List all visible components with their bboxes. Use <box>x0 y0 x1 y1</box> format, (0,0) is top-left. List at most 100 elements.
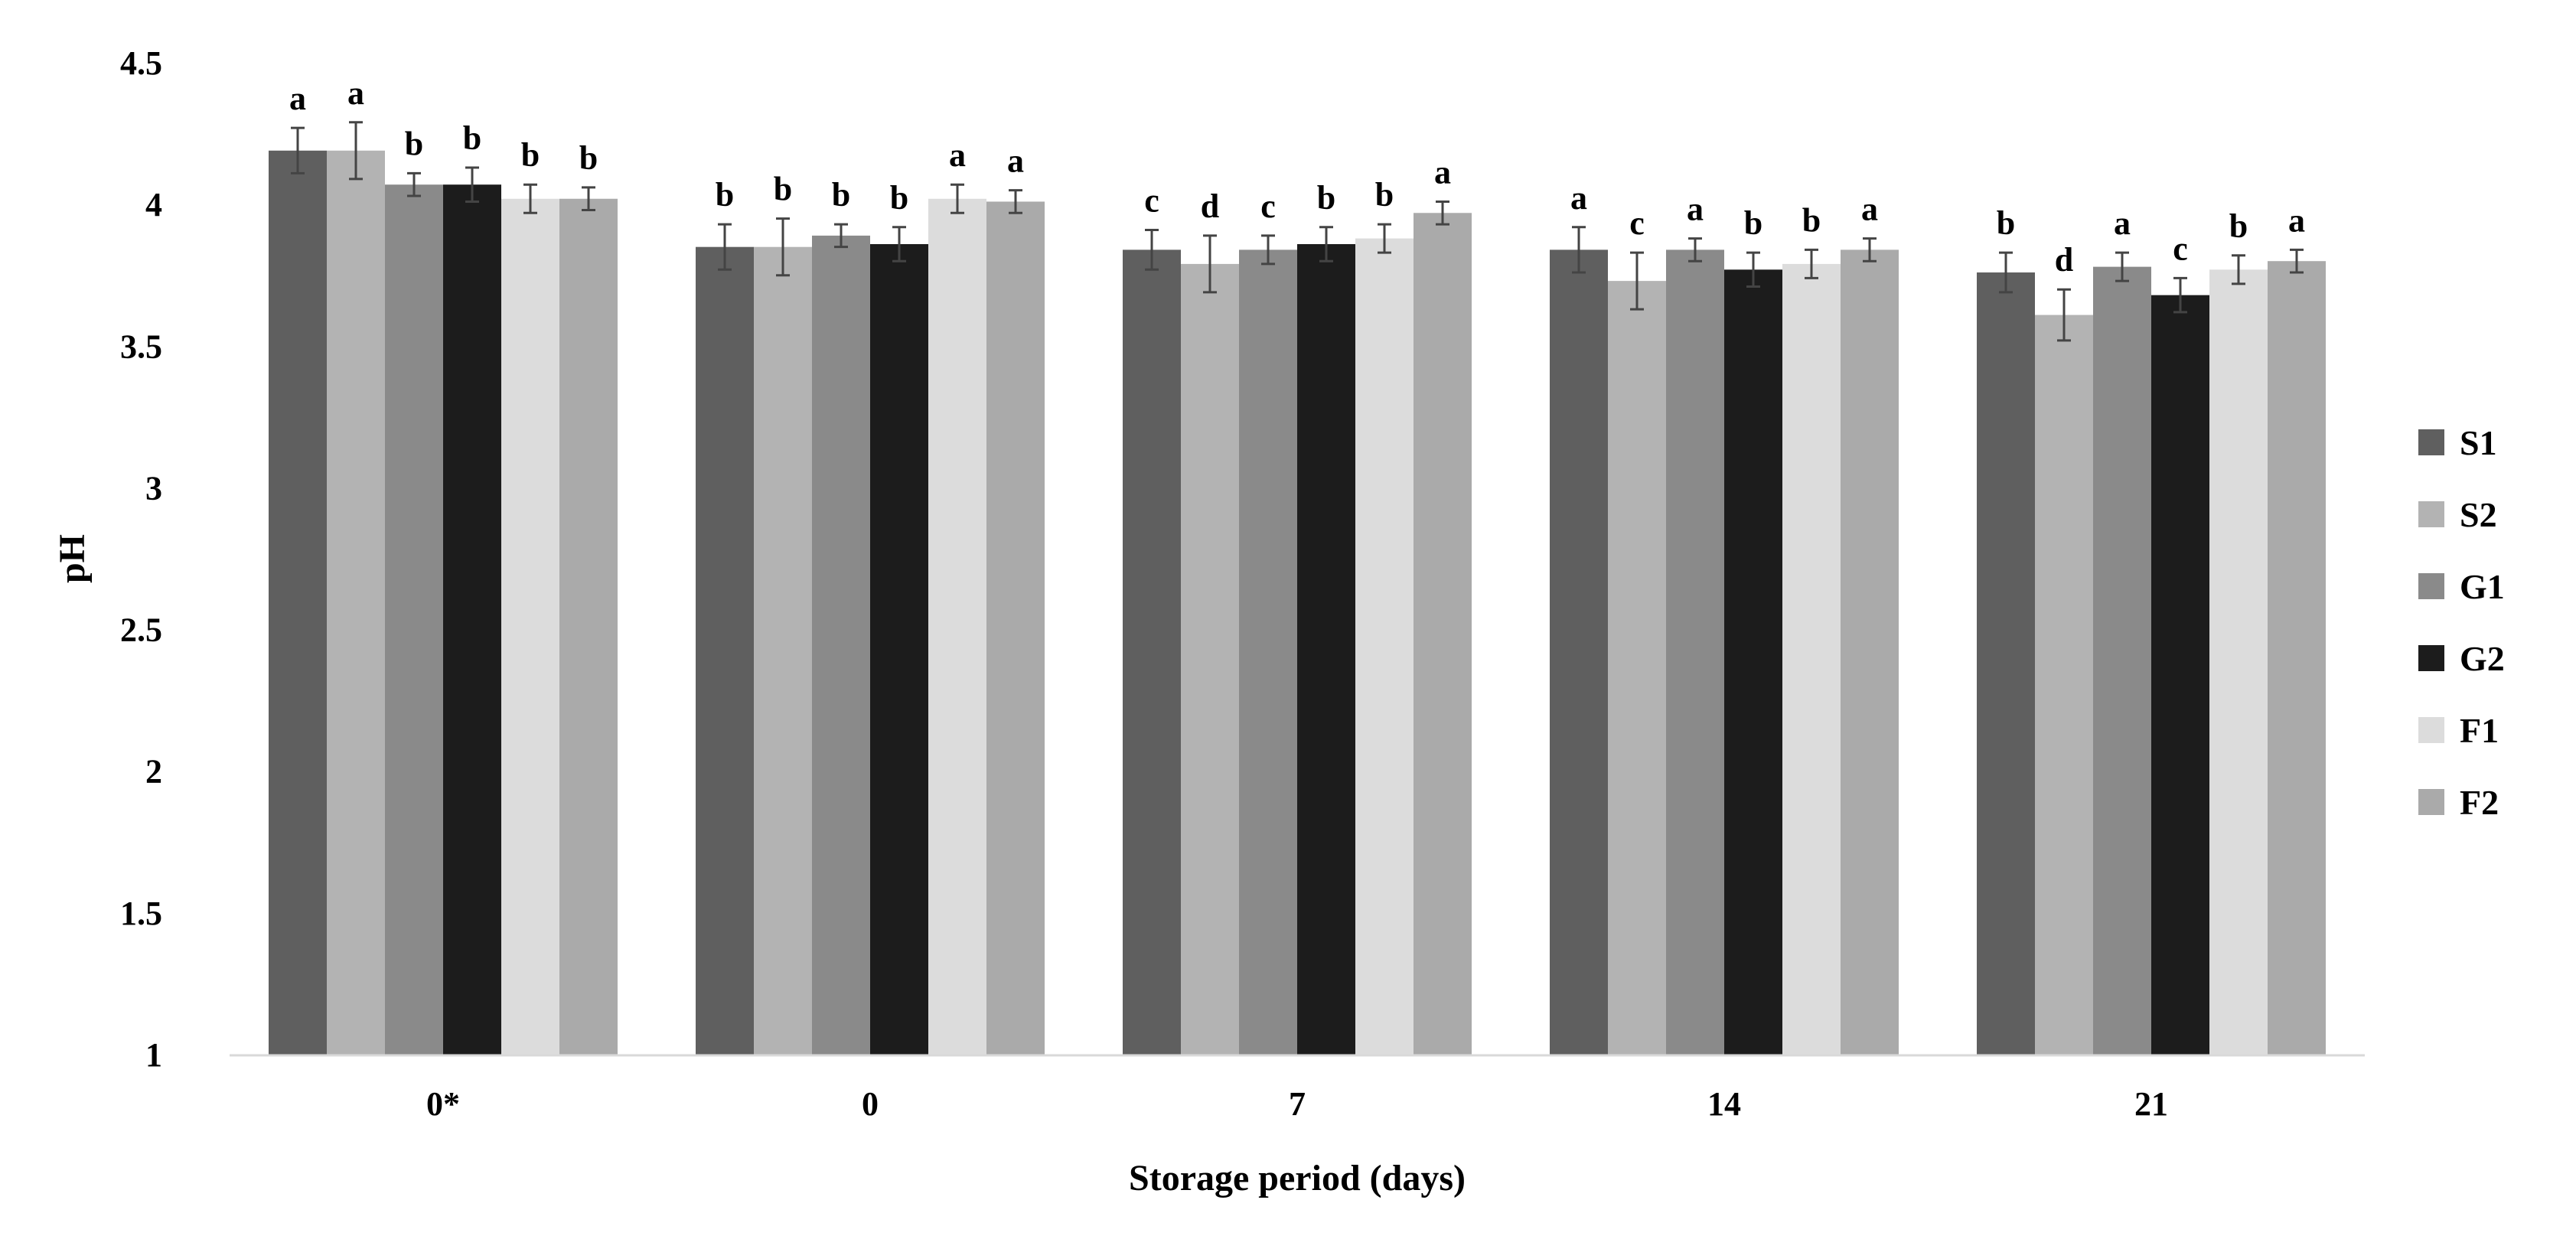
bar-s1 <box>1977 272 2035 1055</box>
legend-label: G2 <box>2460 639 2505 678</box>
x-axis-ticks: 0* 0 7 14 21 <box>426 1085 2168 1123</box>
bar-g2 <box>870 243 928 1055</box>
y-axis-title: pH <box>52 534 93 583</box>
x-tick-label: 7 <box>1289 1085 1306 1123</box>
bar-g1 <box>1666 249 1724 1055</box>
y-tick-label: 2 <box>145 753 162 791</box>
error-bar <box>1261 234 1275 266</box>
significance-letter: b <box>463 119 481 157</box>
error-bar <box>1999 251 2013 294</box>
bar-f2 <box>986 201 1045 1055</box>
significance-letter: a <box>1007 142 1024 180</box>
bar-s1 <box>269 150 327 1055</box>
bar-g1 <box>385 184 443 1055</box>
error-bar <box>1688 237 1702 262</box>
significance-letter: a <box>1861 191 1878 228</box>
error-bar <box>2057 288 2071 342</box>
significance-letter: a <box>1434 153 1451 191</box>
significance-letters: a a b b b b b b b b a a c d c b b a a c a b b a b d a c b a <box>289 74 2305 279</box>
error-bar <box>1203 234 1217 294</box>
significance-letter: b <box>1375 176 1394 214</box>
error-bar <box>1378 223 1391 254</box>
y-tick-label: 2.5 <box>120 611 162 649</box>
significance-letter: b <box>716 176 734 214</box>
error-bar <box>465 166 479 203</box>
legend-label: G1 <box>2460 567 2505 606</box>
legend-label: F2 <box>2460 783 2499 822</box>
x-axis-title: Storage period (days) <box>1129 1158 1466 1198</box>
error-bar <box>776 217 790 277</box>
legend-swatch <box>2418 645 2444 671</box>
significance-letter: c <box>1260 187 1276 225</box>
error-bar <box>1863 237 1877 262</box>
significance-letter: b <box>890 179 908 217</box>
legend-item-g1: G1 <box>2418 567 2505 606</box>
legend-swatch <box>2418 789 2444 815</box>
significance-letter: b <box>1317 179 1335 217</box>
bar-g1 <box>2093 266 2151 1055</box>
legend-swatch <box>2418 573 2444 599</box>
significance-letter: a <box>2114 204 2131 242</box>
error-bar <box>1145 228 1159 271</box>
bar-g1 <box>1239 249 1297 1055</box>
error-bar <box>582 186 595 212</box>
significance-letter: b <box>405 125 423 162</box>
error-bar <box>718 223 732 271</box>
legend-item-g2: G2 <box>2418 639 2505 678</box>
y-tick-label: 3 <box>145 469 162 507</box>
bar-s2 <box>2035 315 2093 1055</box>
bar-f1 <box>1355 238 1414 1055</box>
significance-letter: b <box>774 171 792 208</box>
error-bar <box>2173 276 2187 314</box>
bar-s2 <box>1608 281 1666 1055</box>
significance-letter: a <box>289 80 306 117</box>
legend-label: S2 <box>2460 495 2497 534</box>
bar-g2 <box>443 184 501 1055</box>
error-bar <box>1746 251 1760 289</box>
bar-s2 <box>1181 263 1239 1055</box>
error-bar <box>892 226 906 262</box>
legend-swatch <box>2418 501 2444 527</box>
error-bar <box>1319 226 1333 262</box>
error-bar <box>291 126 305 174</box>
error-bar <box>349 121 363 181</box>
significance-letter: c <box>1629 204 1645 242</box>
x-tick-label: 14 <box>1707 1085 1741 1123</box>
bar-f2 <box>1414 213 1472 1055</box>
significance-letter: b <box>1744 204 1762 242</box>
bar-f2 <box>1841 249 1899 1055</box>
significance-letter: a <box>347 74 364 112</box>
significance-letter: c <box>2173 230 2188 267</box>
bar-g2 <box>1297 243 1355 1055</box>
y-tick-label: 1.5 <box>120 895 162 932</box>
bar-s1 <box>1550 249 1608 1055</box>
y-tick-label: 1 <box>145 1036 162 1074</box>
error-bar <box>2232 254 2245 285</box>
error-bar <box>407 171 421 197</box>
legend-label: F1 <box>2460 711 2499 750</box>
significance-letter: a <box>2288 201 2305 239</box>
significance-letter: c <box>1144 181 1159 219</box>
error-bar <box>1436 200 1449 226</box>
bar-f1 <box>2209 269 2268 1055</box>
y-tick-label: 4.5 <box>120 44 162 82</box>
legend-item-f1: F1 <box>2418 711 2499 750</box>
legend: S1 S2 G1 G2 F1 F2 <box>2418 423 2505 822</box>
x-tick-label: 0 <box>862 1085 879 1123</box>
error-bar <box>523 183 537 214</box>
significance-letter: b <box>2229 207 2248 245</box>
y-axis-ticks: 1 1.5 2 2.5 3 3.5 4 4.5 <box>120 44 162 1074</box>
bar-f1 <box>501 198 559 1055</box>
error-bar <box>2290 248 2304 274</box>
legend-swatch <box>2418 429 2444 455</box>
significance-letter: b <box>832 176 850 214</box>
error-bar <box>1009 189 1022 214</box>
legend-label: S1 <box>2460 423 2497 462</box>
significance-letter: a <box>1687 191 1704 228</box>
significance-letter: a <box>949 136 966 174</box>
error-bar <box>834 223 848 249</box>
error-bar <box>2115 251 2129 282</box>
significance-letter: b <box>1802 201 1821 239</box>
significance-letter: b <box>579 139 598 177</box>
